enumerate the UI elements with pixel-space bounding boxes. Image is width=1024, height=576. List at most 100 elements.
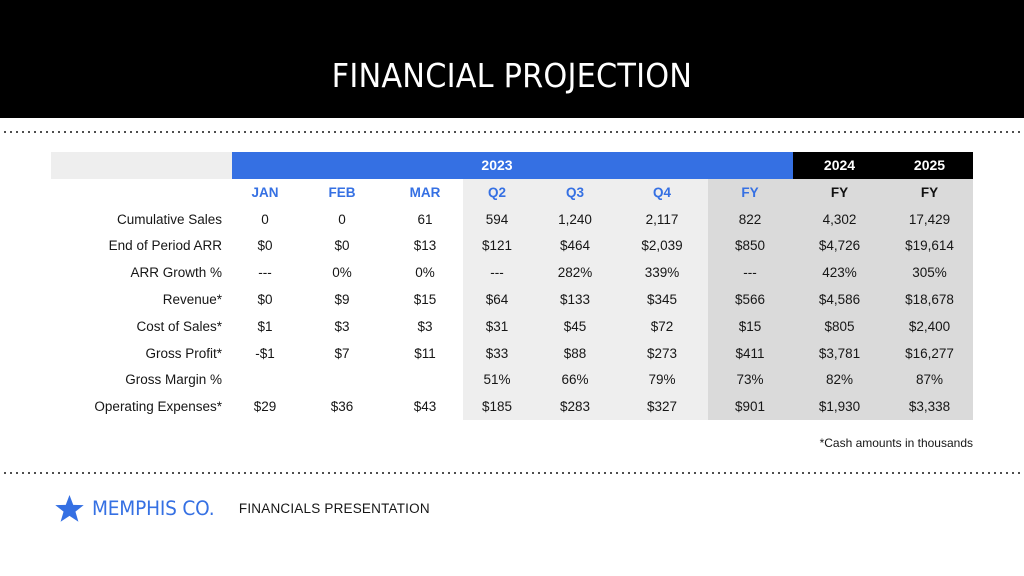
table-cell: $15 (738, 319, 762, 334)
year-2025-label: 2025 (913, 157, 946, 173)
row-label: Cumulative Sales (116, 212, 222, 227)
table-row: Operating Expenses* $29 $36 $43 $185 $28… (51, 393, 973, 420)
table-row: End of Period ARR $0 $0 $13 $121 $464 $2… (51, 232, 973, 259)
table-cell: $121 (481, 238, 513, 253)
year-header-row: 2023 2024 2025 (51, 152, 973, 179)
table-cell: 1,240 (558, 212, 592, 227)
table-cell (391, 366, 459, 393)
table-cell: $0 (257, 238, 273, 253)
table-cell: -$1 (255, 346, 275, 361)
star-icon (55, 494, 84, 522)
col-mar: MAR (409, 185, 441, 200)
footnote: *Cash amounts in thousands (819, 436, 973, 450)
row-label: Gross Margin % (125, 372, 222, 387)
table-cell: $18,678 (905, 292, 954, 307)
table-cell: 0% (332, 265, 352, 280)
year-2023-label: 2023 (481, 157, 513, 173)
col-fy-2025: FY (920, 185, 939, 200)
table-row: ARR Growth % --- 0% 0% --- 282% 339% ---… (51, 259, 973, 286)
table-cell: 73% (736, 372, 764, 387)
table-cell: 4,302 (822, 212, 857, 227)
col-jan: JAN (251, 185, 279, 200)
table-cell: $36 (330, 399, 354, 414)
footer: MEMPHIS CO. FINANCIALS PRESENTATION (54, 492, 430, 524)
row-label: Cost of Sales* (136, 319, 222, 334)
col-feb: FEB (328, 185, 356, 200)
table-cell: 51% (483, 372, 511, 387)
table-cell: 0 (338, 212, 346, 227)
table-cell: $185 (481, 399, 513, 414)
table-cell: $0 (334, 238, 350, 253)
year-2024-2025-header-bg (793, 152, 973, 179)
table-cell: $411 (735, 346, 765, 361)
table-cell: $45 (563, 319, 587, 334)
table-cell: $3 (417, 319, 433, 334)
table-cell: $850 (734, 238, 766, 253)
table-cell: $2,039 (641, 238, 683, 253)
table-cell: $283 (559, 399, 591, 414)
year-2023-header-bg (232, 152, 793, 179)
table-cell: $72 (650, 319, 674, 334)
title-bar: FINANCIAL PROJECTION (0, 0, 1024, 118)
table-cell: --- (258, 265, 272, 280)
table-cell: 2,117 (645, 212, 679, 227)
table-cell: $4,586 (818, 292, 861, 307)
table-cell: $33 (485, 346, 509, 361)
dotted-divider-bottom (0, 472, 1024, 474)
presentation-subtitle: FINANCIALS PRESENTATION (238, 500, 430, 516)
row-label: Gross Profit* (145, 346, 222, 361)
table-cell: 87% (915, 372, 944, 387)
col-q4: Q4 (652, 185, 671, 200)
table-cell: 0 (261, 212, 269, 227)
table-cell: $64 (485, 292, 509, 307)
table-cell: 822 (738, 212, 762, 227)
quarters-bg (463, 179, 708, 420)
table-cell: $9 (334, 292, 350, 307)
table-row: Cumulative Sales 0 0 61 594 1,240 2,117 … (51, 206, 973, 233)
label-header-bg (51, 152, 232, 179)
table-cell: 423% (822, 265, 857, 280)
col-q2: Q2 (487, 185, 506, 200)
col-fy-2023: FY (741, 185, 759, 200)
table-cell: 82% (825, 372, 854, 387)
table-cell: 594 (485, 212, 509, 227)
dotted-divider-top (0, 131, 1024, 133)
row-label: Revenue* (162, 292, 222, 307)
table-cell: $7 (334, 346, 350, 361)
table-cell: --- (743, 265, 757, 280)
table-cell: $4,726 (818, 238, 861, 253)
table-cell: $901 (734, 399, 766, 414)
table-cell: 305% (912, 265, 947, 280)
table-cell: 79% (648, 372, 676, 387)
table-cell: $31 (485, 319, 509, 334)
table-cell: $0 (257, 292, 273, 307)
brand-name: MEMPHIS CO. (92, 496, 215, 520)
table-cell: $464 (559, 238, 591, 253)
table-cell: $2,400 (908, 319, 951, 334)
table-cell: 339% (644, 265, 680, 280)
column-header-row: JAN FEB MAR Q2 Q3 Q4 FY FY FY (51, 179, 973, 206)
table-cell: $566 (734, 292, 766, 307)
col-q3: Q3 (565, 185, 584, 200)
table-cell: $11 (414, 346, 436, 361)
table-cell: $327 (646, 399, 678, 414)
table-row: Gross Margin % 51% 66% 79% 73% 82% 87% (51, 366, 973, 393)
table-cell: $273 (646, 346, 678, 361)
table-cell: $13 (413, 238, 437, 253)
table-cell: $1,930 (818, 399, 861, 414)
row-label: End of Period ARR (108, 238, 222, 253)
table-row: Revenue* $0 $9 $15 $64 $133 $345 $566 $4… (51, 286, 973, 313)
table-cell: $3,338 (908, 399, 951, 414)
col-fy-2024: FY (830, 185, 849, 200)
table-cell: $19,614 (905, 238, 954, 253)
table-cell: $43 (413, 399, 437, 414)
table-cell: 0% (415, 265, 435, 280)
page-title: FINANCIAL PROJECTION (331, 55, 693, 95)
row-label: ARR Growth % (130, 265, 222, 280)
table-cell: $88 (563, 346, 587, 361)
year-2024-label: 2024 (823, 157, 856, 173)
table-cell: $15 (413, 292, 437, 307)
table-cell: $805 (824, 319, 855, 334)
table-cell: $133 (559, 292, 591, 307)
table-cell: 66% (561, 372, 589, 387)
